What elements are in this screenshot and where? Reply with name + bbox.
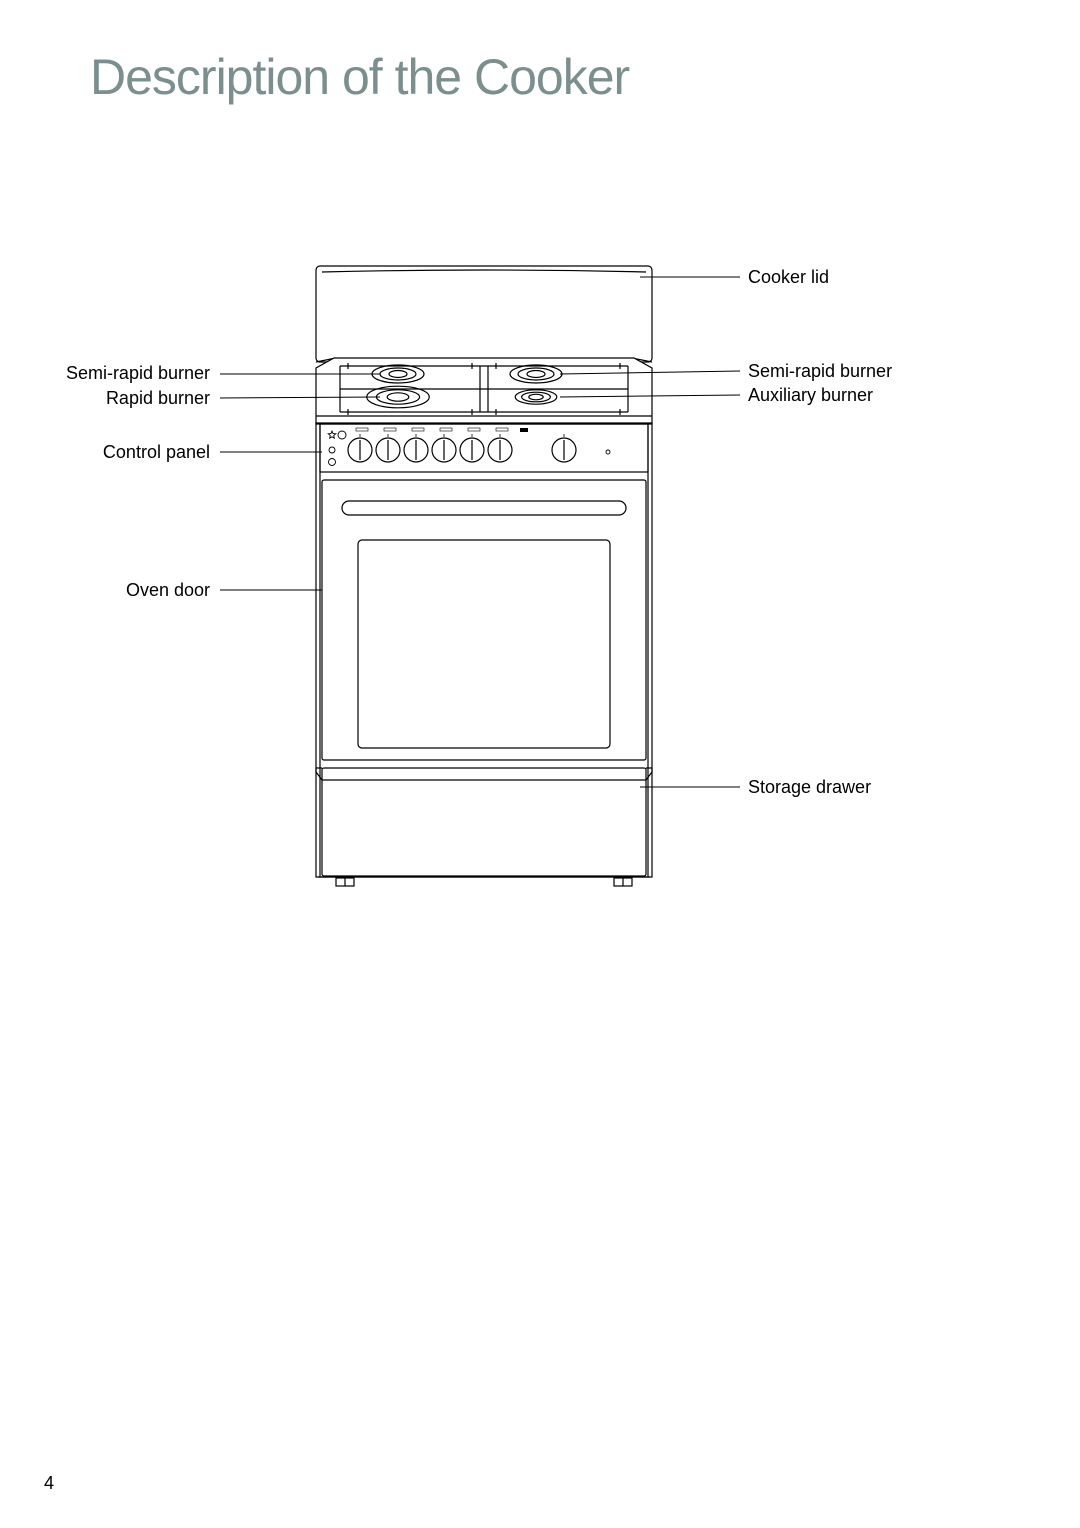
manual-page: Description of the Cooker Semi-rapid bur… [0, 0, 1080, 1528]
cooker-diagram [0, 0, 1080, 1528]
